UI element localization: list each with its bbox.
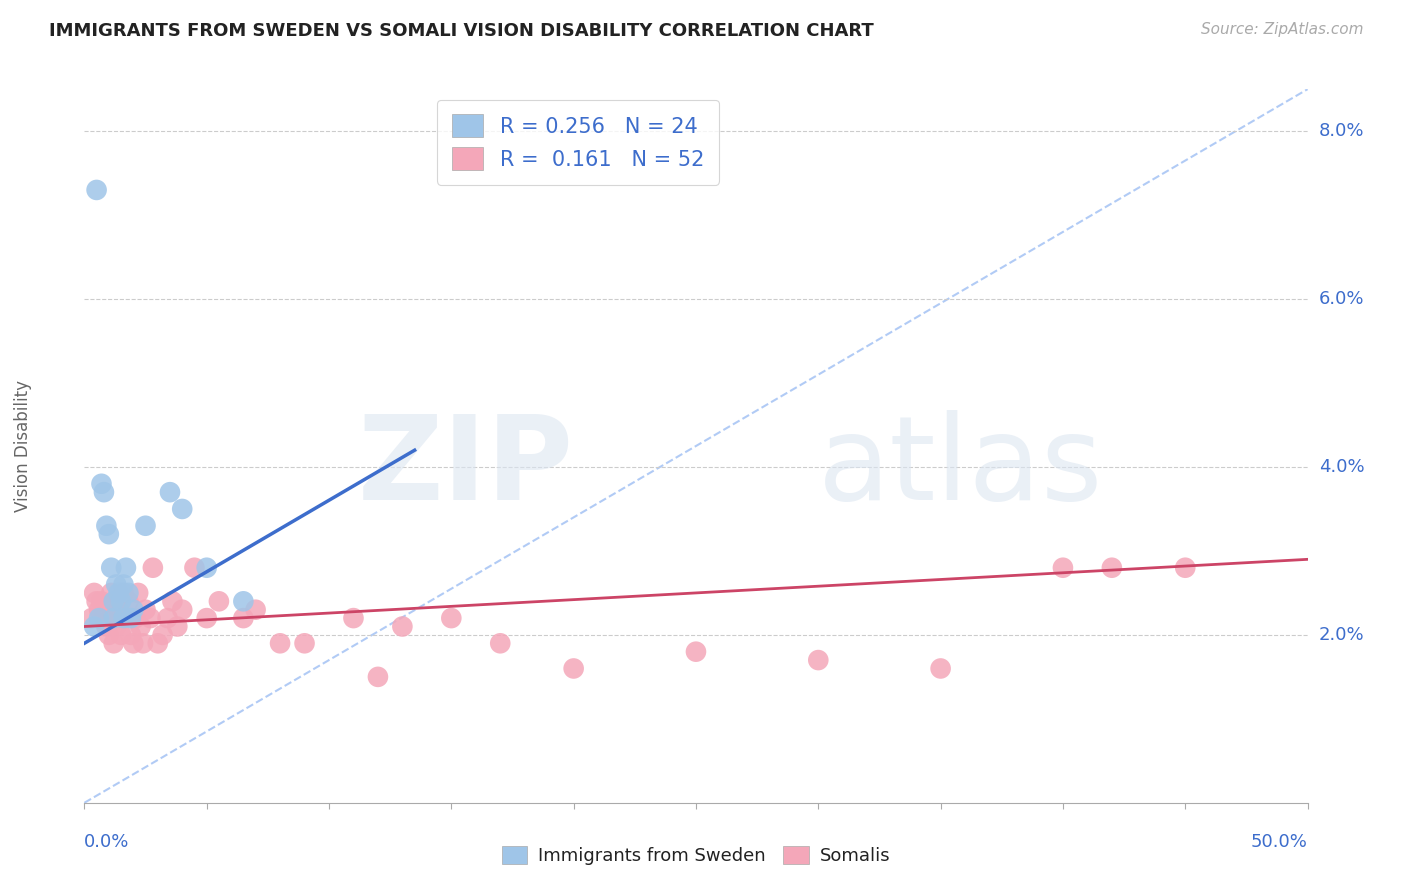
Point [96,518,118,533]
Point [195,611,218,625]
Point [112,586,135,600]
Text: IMMIGRANTS FROM SWEDEN VS SOMALI VISION DISABILITY CORRELATION CHART: IMMIGRANTS FROM SWEDEN VS SOMALI VISION … [49,22,875,40]
Point [1052,560,1074,574]
Point [110,594,132,608]
Point [929,661,952,675]
Point [135,518,157,533]
Point [162,594,184,608]
Text: 6.0%: 6.0% [1319,290,1364,308]
Point [93,611,115,625]
Point [115,611,138,625]
Point [132,636,155,650]
Point [122,636,145,650]
Point [367,670,389,684]
Text: 50.0%: 50.0% [1251,833,1308,851]
Point [80,611,103,625]
Point [146,636,169,650]
Point [110,628,132,642]
Text: 8.0%: 8.0% [1319,122,1364,140]
Point [183,560,205,574]
Point [391,619,413,633]
Point [159,485,181,500]
Point [195,560,218,574]
Point [83,619,105,633]
Point [87,603,110,617]
Point [127,586,149,600]
Point [100,586,122,600]
Point [105,619,128,633]
Point [208,594,231,608]
Point [135,603,157,617]
Point [172,502,194,516]
Point [103,594,125,608]
Point [86,594,108,608]
Point [115,560,138,574]
Point [156,611,179,625]
Text: atlas: atlas [818,410,1104,524]
Point [685,645,707,659]
Point [93,485,115,500]
Point [97,628,120,642]
Point [100,560,122,574]
Point [90,594,112,608]
Point [87,611,110,625]
Point [105,577,128,591]
Point [112,611,135,625]
Point [107,603,129,617]
Point [96,619,118,633]
Point [86,183,108,197]
Point [172,603,194,617]
Point [100,611,122,625]
Legend: Immigrants from Sweden, Somalis: Immigrants from Sweden, Somalis [495,839,897,872]
Point [232,611,254,625]
Point [166,619,188,633]
Point [90,476,112,491]
Point [1101,560,1123,574]
Point [120,611,142,625]
Point [562,661,585,675]
Point [489,636,512,650]
Point [117,586,139,600]
Point [122,603,145,617]
Text: 0.0%: 0.0% [84,833,129,851]
Point [112,577,135,591]
Point [125,611,148,625]
Point [245,603,267,617]
Point [129,619,152,633]
Point [120,628,142,642]
Point [142,560,165,574]
Point [97,527,120,541]
Point [103,636,125,650]
Text: 2.0%: 2.0% [1319,626,1364,644]
Point [1174,560,1197,574]
Point [83,586,105,600]
Point [807,653,830,667]
Text: 4.0%: 4.0% [1319,458,1364,476]
Point [342,611,364,625]
Point [232,594,254,608]
Point [139,611,162,625]
Text: ZIP: ZIP [357,410,574,524]
Point [117,594,139,608]
Text: Vision Disability: Vision Disability [14,380,32,512]
Point [152,628,174,642]
Point [103,611,125,625]
Point [294,636,316,650]
Point [107,586,129,600]
Text: Source: ZipAtlas.com: Source: ZipAtlas.com [1201,22,1364,37]
Point [269,636,291,650]
Point [440,611,463,625]
Point [105,594,128,608]
